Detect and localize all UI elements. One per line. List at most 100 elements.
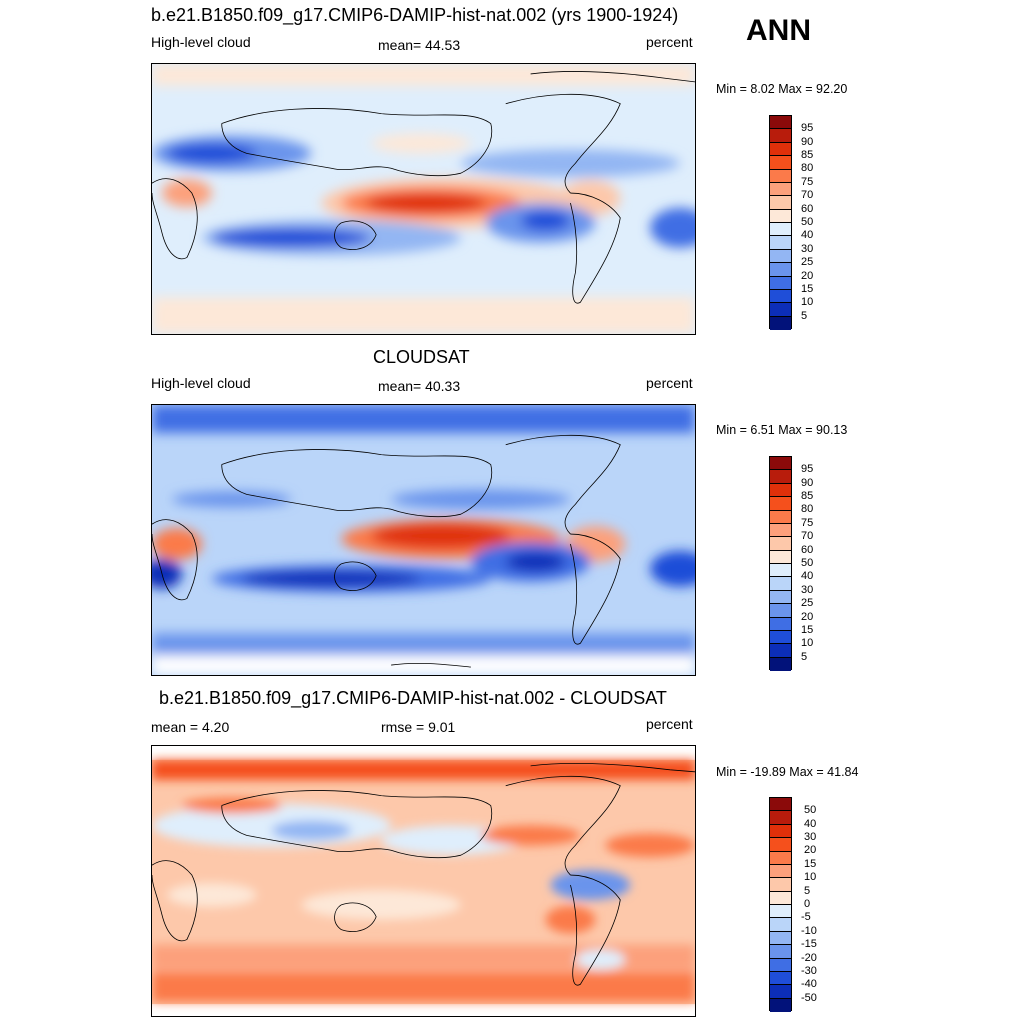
panel3-colorbar-tick: 5 xyxy=(804,885,811,897)
colorbar-swatch xyxy=(770,510,791,524)
colorbar-swatch xyxy=(770,196,791,210)
panel1-colorbar xyxy=(769,115,792,330)
panel3-minmax: Min = -19.89 Max = 41.84 xyxy=(716,765,859,779)
colorbar-swatch xyxy=(770,657,791,671)
colorbar-swatch xyxy=(770,891,791,905)
panel1-coastlines xyxy=(152,71,695,304)
colorbar-swatch xyxy=(770,985,791,999)
panel2-colorbar-tick: 75 xyxy=(801,517,814,529)
panel2-colorbar-tick: 15 xyxy=(801,624,814,636)
panel3-colorbar xyxy=(769,797,792,1012)
colorbar-swatch xyxy=(770,958,791,972)
panel3-units-label: percent xyxy=(646,716,693,732)
colorbar-swatch xyxy=(770,577,791,591)
panel1-mean-label: mean= 44.53 xyxy=(378,37,461,53)
panel1-colorbar-tick: 90 xyxy=(801,136,814,148)
panel3-colorbar-tick: 10 xyxy=(804,871,817,883)
colorbar-swatch xyxy=(770,998,791,1012)
panel1-colorbar-tick: 15 xyxy=(801,283,814,295)
panel2-minmax: Min = 6.51 Max = 90.13 xyxy=(716,423,848,437)
panel2-colorbar-tick: 40 xyxy=(801,570,814,582)
colorbar-swatch xyxy=(770,838,791,852)
colorbar-swatch xyxy=(770,550,791,564)
colorbar-swatch xyxy=(770,316,791,330)
colorbar-swatch xyxy=(770,798,791,812)
panel3-colorbar-tick: -50 xyxy=(801,992,817,1004)
colorbar-swatch xyxy=(770,564,791,578)
panel1-colorbar-tick: 40 xyxy=(801,229,814,241)
colorbar-swatch xyxy=(770,644,791,658)
panel1-title: b.e21.B1850.f09_g17.CMIP6-DAMIP-hist-nat… xyxy=(151,5,679,25)
panel2-colorbar-tick: 25 xyxy=(801,597,814,609)
colorbar-swatch xyxy=(770,142,791,157)
panel1-colorbar-tick: 70 xyxy=(801,189,814,201)
panel3-colorbar-tick: -40 xyxy=(801,978,817,990)
panel2-contour-field xyxy=(152,405,695,675)
colorbar-swatch xyxy=(770,116,791,130)
panel3-colorbar-tick: -30 xyxy=(801,965,817,977)
colorbar-swatch xyxy=(770,824,791,839)
panel3-colorbar-tick: 30 xyxy=(804,831,817,843)
colorbar-swatch xyxy=(770,537,791,551)
panel1-map xyxy=(151,63,696,335)
panel2-colorbar-tick: 85 xyxy=(801,490,814,502)
panel1-colorbar-tick: 50 xyxy=(801,216,814,228)
panel1-colorbar-tick: 80 xyxy=(801,162,814,174)
panel3-rmse-label: rmse = 9.01 xyxy=(381,719,456,735)
panel3-mean-label: mean = 4.20 xyxy=(151,719,230,735)
panel1-colorbar-tick: 60 xyxy=(801,203,814,215)
panel1-contour-field xyxy=(152,64,695,334)
colorbar-swatch xyxy=(770,276,791,290)
colorbar-swatch xyxy=(770,303,791,317)
colorbar-swatch xyxy=(770,209,791,223)
colorbar-swatch xyxy=(770,182,791,197)
colorbar-swatch xyxy=(770,604,791,618)
panel2-variable-label: High-level cloud xyxy=(151,375,251,391)
panel1-colorbar-tick: 30 xyxy=(801,243,814,255)
colorbar-swatch xyxy=(770,630,791,645)
colorbar-swatch xyxy=(770,523,791,538)
panel1-variable-label: High-level cloud xyxy=(151,34,251,50)
colorbar-swatch xyxy=(770,129,791,143)
colorbar-swatch xyxy=(770,878,791,892)
colorbar-swatch xyxy=(770,263,791,277)
colorbar-swatch xyxy=(770,497,791,511)
panel1-minmax: Min = 8.02 Max = 92.20 xyxy=(716,82,848,96)
colorbar-swatch xyxy=(770,905,791,919)
colorbar-swatch xyxy=(770,590,791,605)
panel2-colorbar-tick: 80 xyxy=(801,503,814,515)
panel1-colorbar-tick: 10 xyxy=(801,296,814,308)
panel2-colorbar-tick: 5 xyxy=(801,651,808,663)
panel3-colorbar-tick: 15 xyxy=(804,858,817,870)
colorbar-swatch xyxy=(770,169,791,183)
colorbar-swatch xyxy=(770,918,791,932)
colorbar-swatch xyxy=(770,156,791,170)
panel1-colorbar-tick: 95 xyxy=(801,122,814,134)
colorbar-swatch xyxy=(770,249,791,264)
panel2-title: CLOUDSAT xyxy=(373,347,470,367)
panel3-colorbar-tick: -20 xyxy=(801,952,817,964)
panel2-units-label: percent xyxy=(646,375,693,391)
colorbar-swatch xyxy=(770,483,791,498)
panel2-coastlines xyxy=(152,434,621,668)
season-label: ANN xyxy=(746,14,811,47)
panel2-colorbar-tick: 95 xyxy=(801,463,814,475)
panel1-colorbar-tick: 5 xyxy=(801,310,808,322)
panel2-colorbar-tick: 20 xyxy=(801,611,814,623)
panel2-colorbar xyxy=(769,456,792,671)
colorbar-swatch xyxy=(770,864,791,879)
panel3-colorbar-tick: 20 xyxy=(804,844,817,856)
panel1-colorbar-tick: 20 xyxy=(801,270,814,282)
panel2-colorbar-tick: 10 xyxy=(801,637,814,649)
colorbar-swatch xyxy=(770,931,791,946)
panel2-colorbar-tick: 90 xyxy=(801,477,814,489)
colorbar-swatch xyxy=(770,236,791,250)
panel1-colorbar-tick: 85 xyxy=(801,149,814,161)
colorbar-swatch xyxy=(770,945,791,959)
panel2-colorbar-tick: 50 xyxy=(801,557,814,569)
panel1-colorbar-tick: 25 xyxy=(801,256,814,268)
panel3-colorbar-tick: 40 xyxy=(804,818,817,830)
panel3-coastlines xyxy=(152,762,695,986)
panel2-map xyxy=(151,404,696,676)
panel1-colorbar-tick: 75 xyxy=(801,176,814,188)
